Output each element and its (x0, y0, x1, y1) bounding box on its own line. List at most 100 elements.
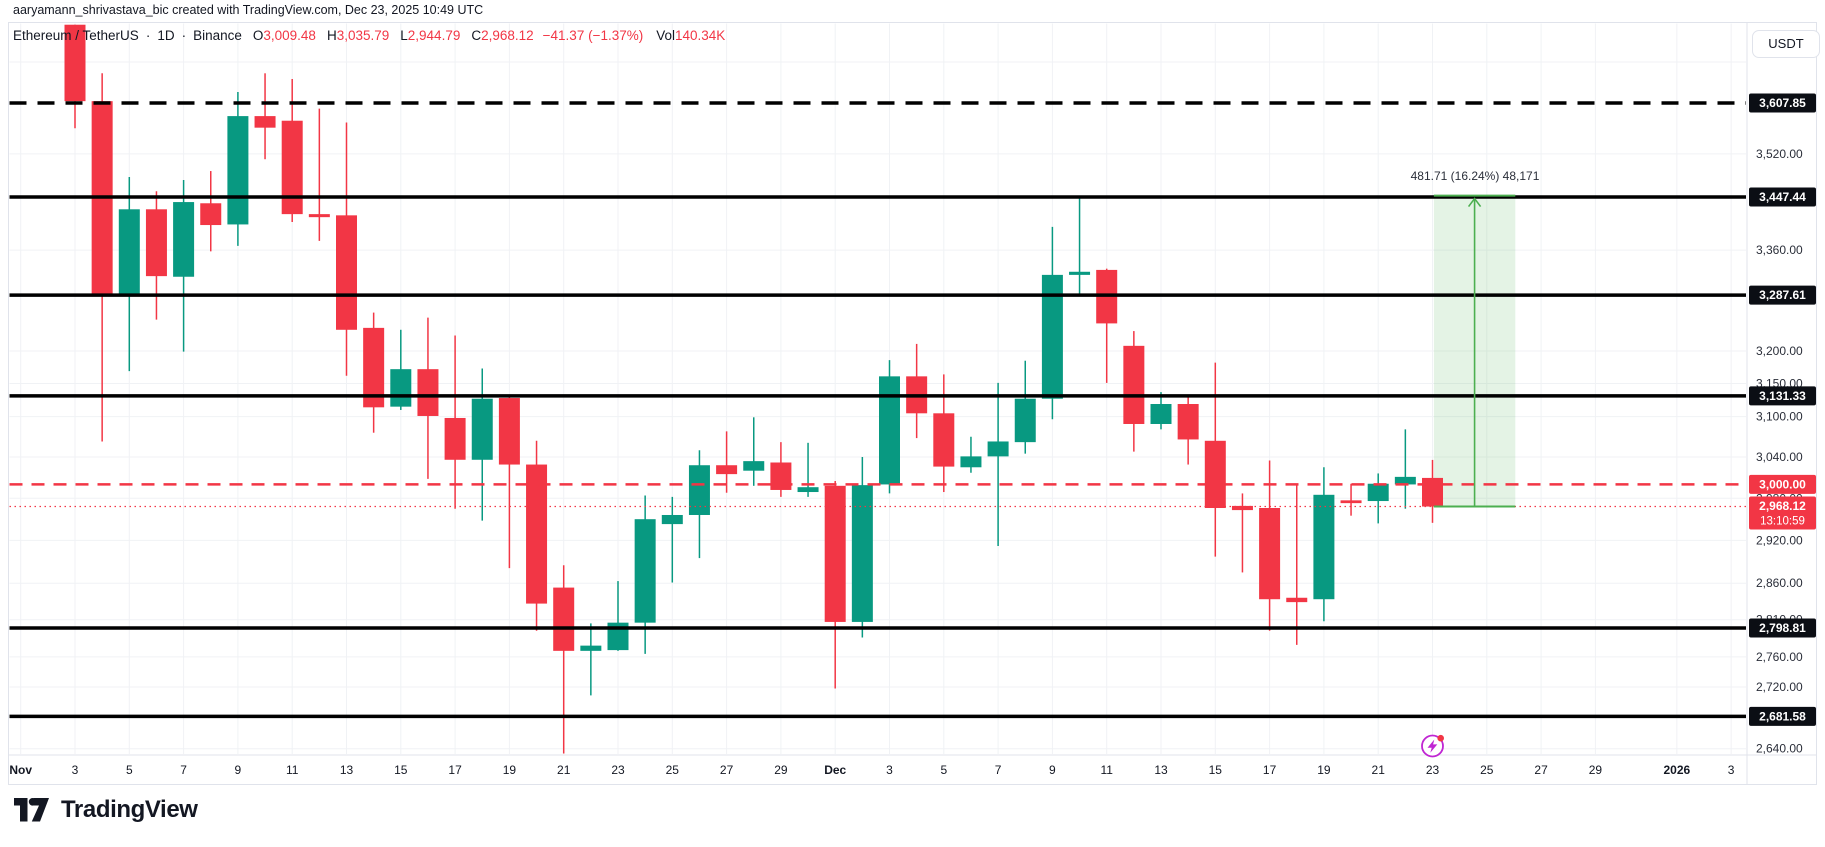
legend-separator: · (145, 28, 151, 43)
candle-body (471, 398, 493, 460)
candle-body (526, 464, 548, 604)
chart-pane[interactable] (9, 18, 1747, 754)
candle[interactable] (1259, 460, 1281, 631)
candle[interactable] (1340, 483, 1362, 516)
candle-body (1286, 597, 1308, 603)
candle[interactable] (743, 417, 765, 486)
candle-body (580, 645, 602, 651)
candle[interactable] (1367, 473, 1389, 524)
badge-bg (1749, 187, 1816, 207)
candle[interactable] (1394, 429, 1416, 509)
candle[interactable] (145, 191, 167, 320)
candle-body (716, 465, 738, 475)
candle[interactable] (797, 442, 819, 497)
time-axis-label: 15 (394, 763, 408, 777)
low-value: L2,944.79 (400, 28, 461, 43)
candle[interactable] (1313, 467, 1335, 622)
event-lightning-icon[interactable] (1421, 734, 1444, 758)
candle[interactable] (851, 457, 873, 638)
candle[interactable] (444, 335, 466, 509)
current-price-label: 2,968.12 (1759, 499, 1806, 513)
candle-body (1422, 477, 1443, 507)
badge-price-label: 3,607.85 (1759, 96, 1806, 110)
candle[interactable] (118, 176, 140, 372)
change-value: −41.37 (−1.37%) (542, 28, 644, 43)
tradingview-logo-icon[interactable] (13, 796, 50, 824)
candle[interactable] (336, 122, 357, 376)
price-tick-label: 2,640.00 (1756, 742, 1803, 756)
candle[interactable] (471, 368, 493, 521)
candle[interactable] (770, 442, 792, 497)
chart-legend: Ethereum / TetherUS · 1D · Binance O3,00… (13, 28, 725, 43)
candle[interactable] (254, 73, 276, 160)
candle[interactable] (1231, 493, 1253, 573)
badge-bg (1749, 706, 1816, 726)
time-axis-label: 11 (286, 763, 299, 777)
badge-price-label: 3,000.00 (1759, 477, 1806, 491)
candle[interactable] (960, 436, 982, 473)
candle[interactable] (933, 374, 955, 493)
time-axis-label: 23 (611, 763, 625, 777)
time-axis-label: Nov (9, 763, 32, 777)
candle[interactable] (553, 565, 575, 754)
time-axis-label: 17 (448, 763, 462, 777)
candle-body (987, 441, 1009, 457)
badge-bg (1749, 618, 1816, 638)
close-value: C2,968.12 (471, 28, 534, 43)
candle-body (1150, 404, 1172, 424)
interval-label[interactable]: 1D (157, 28, 175, 43)
measure-arrowhead-icon (1467, 197, 1482, 208)
time-axis-label: 3 (1728, 763, 1735, 777)
symbol-name[interactable]: Ethereum / TetherUS (13, 28, 139, 43)
candle-body (770, 462, 792, 490)
candle-body (498, 398, 520, 465)
candle[interactable] (987, 382, 1009, 546)
candle[interactable] (1150, 392, 1172, 430)
candle[interactable] (1041, 226, 1063, 420)
candle[interactable] (688, 450, 710, 559)
candle[interactable] (716, 431, 738, 493)
price-tick-label: 3,200.00 (1756, 344, 1803, 358)
badge-bg (1749, 386, 1816, 406)
candle[interactable] (1123, 331, 1145, 452)
candle-body (336, 215, 357, 330)
price-level-badge: 3,447.44 (1749, 187, 1816, 207)
candle[interactable] (1286, 484, 1308, 645)
high-value: H3,035.79 (326, 28, 390, 43)
candle[interactable] (1177, 396, 1199, 465)
time-axis-label: 19 (1317, 763, 1331, 777)
candle[interactable] (64, 24, 86, 129)
candle[interactable] (1014, 360, 1036, 454)
time-axis-label: 9 (1049, 763, 1056, 777)
candle-body (1177, 404, 1199, 440)
candle[interactable] (1069, 196, 1091, 296)
price-level-badge: 3,131.33 (1749, 386, 1816, 406)
tradingview-logo-text[interactable]: TradingView (61, 796, 198, 823)
candle[interactable] (498, 396, 520, 569)
candle[interactable] (173, 179, 195, 352)
legend-separator: · (181, 28, 187, 43)
time-axis-label: 7 (180, 763, 187, 777)
candle[interactable] (661, 496, 683, 583)
candle-body (960, 456, 982, 468)
candle[interactable] (526, 440, 548, 631)
candle-body (1259, 508, 1281, 600)
candle[interactable] (200, 171, 222, 252)
candle-body (1340, 500, 1362, 504)
candle-body (118, 209, 140, 294)
time-axis-label: 23 (1426, 763, 1440, 777)
candle[interactable] (417, 317, 439, 479)
candle-body (254, 116, 276, 128)
candle[interactable] (879, 360, 900, 494)
candle[interactable] (308, 108, 330, 241)
candle-body (1204, 440, 1226, 509)
candle[interactable] (580, 623, 602, 696)
candle-body (688, 465, 710, 515)
candle[interactable] (363, 312, 385, 433)
candle[interactable] (824, 480, 846, 689)
candle-body (797, 487, 819, 493)
currency-unit-button[interactable]: USDT (1752, 30, 1820, 58)
candle-body (363, 327, 385, 408)
